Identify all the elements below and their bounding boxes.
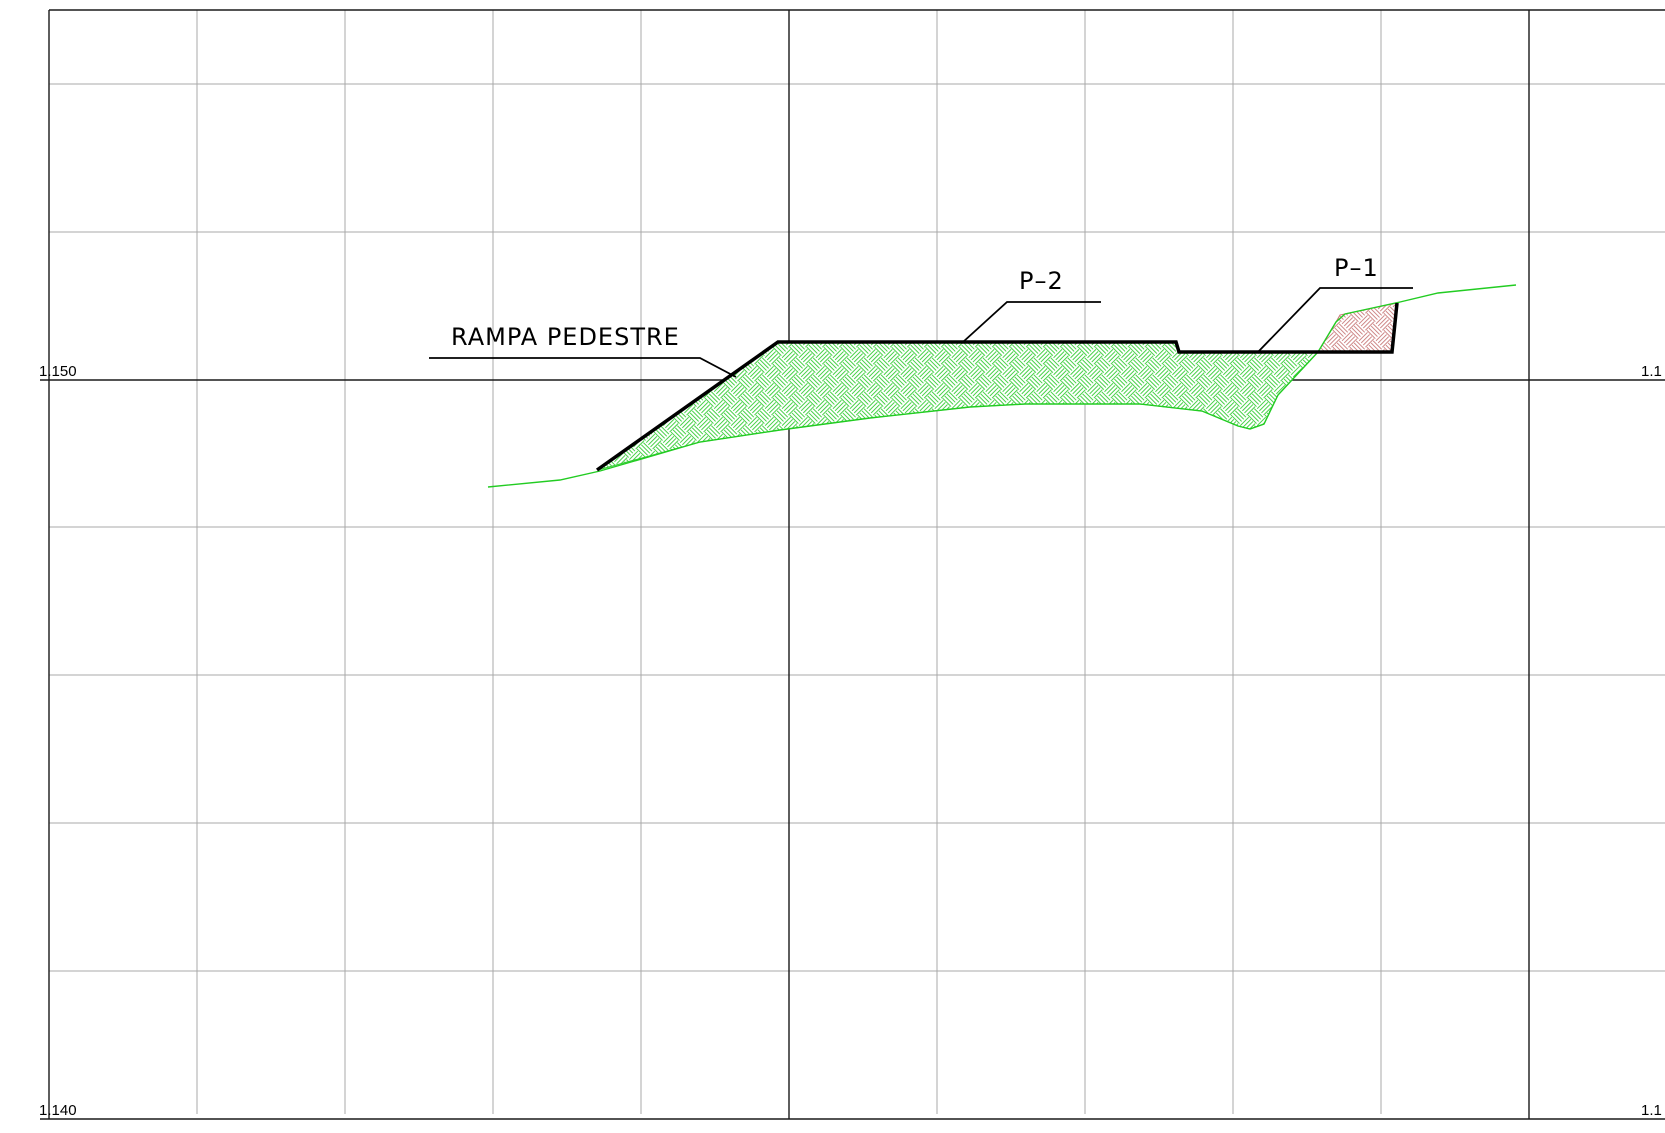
elevation-label-1140-right: 1.1 <box>1641 1102 1662 1119</box>
grid-major <box>40 9 1665 1120</box>
grid-vertical-minor <box>196 10 1530 1114</box>
callout-label-p1: P–1 <box>1334 254 1379 282</box>
elevation-label-1140-left: 1.140 <box>39 1102 77 1119</box>
callout-rampa-pedestre: RAMPA PEDESTRE <box>429 323 737 378</box>
cut-hatch-area <box>1317 302 1398 353</box>
callout-p1: P–1 <box>1257 254 1413 353</box>
callout-label-rampa: RAMPA PEDESTRE <box>451 323 680 351</box>
grid <box>40 9 1665 1120</box>
elevation-label-1150-right: 1.1 <box>1641 363 1662 380</box>
pavement-section-line <box>595 302 1399 472</box>
elevation-label-1150-left: 1.150 <box>39 363 77 380</box>
terrain-profile-line <box>487 284 1517 488</box>
grid-horizontal-minor <box>49 83 1665 972</box>
callout-p2: P–2 <box>962 267 1101 343</box>
callout-label-p2: P–2 <box>1019 267 1064 295</box>
